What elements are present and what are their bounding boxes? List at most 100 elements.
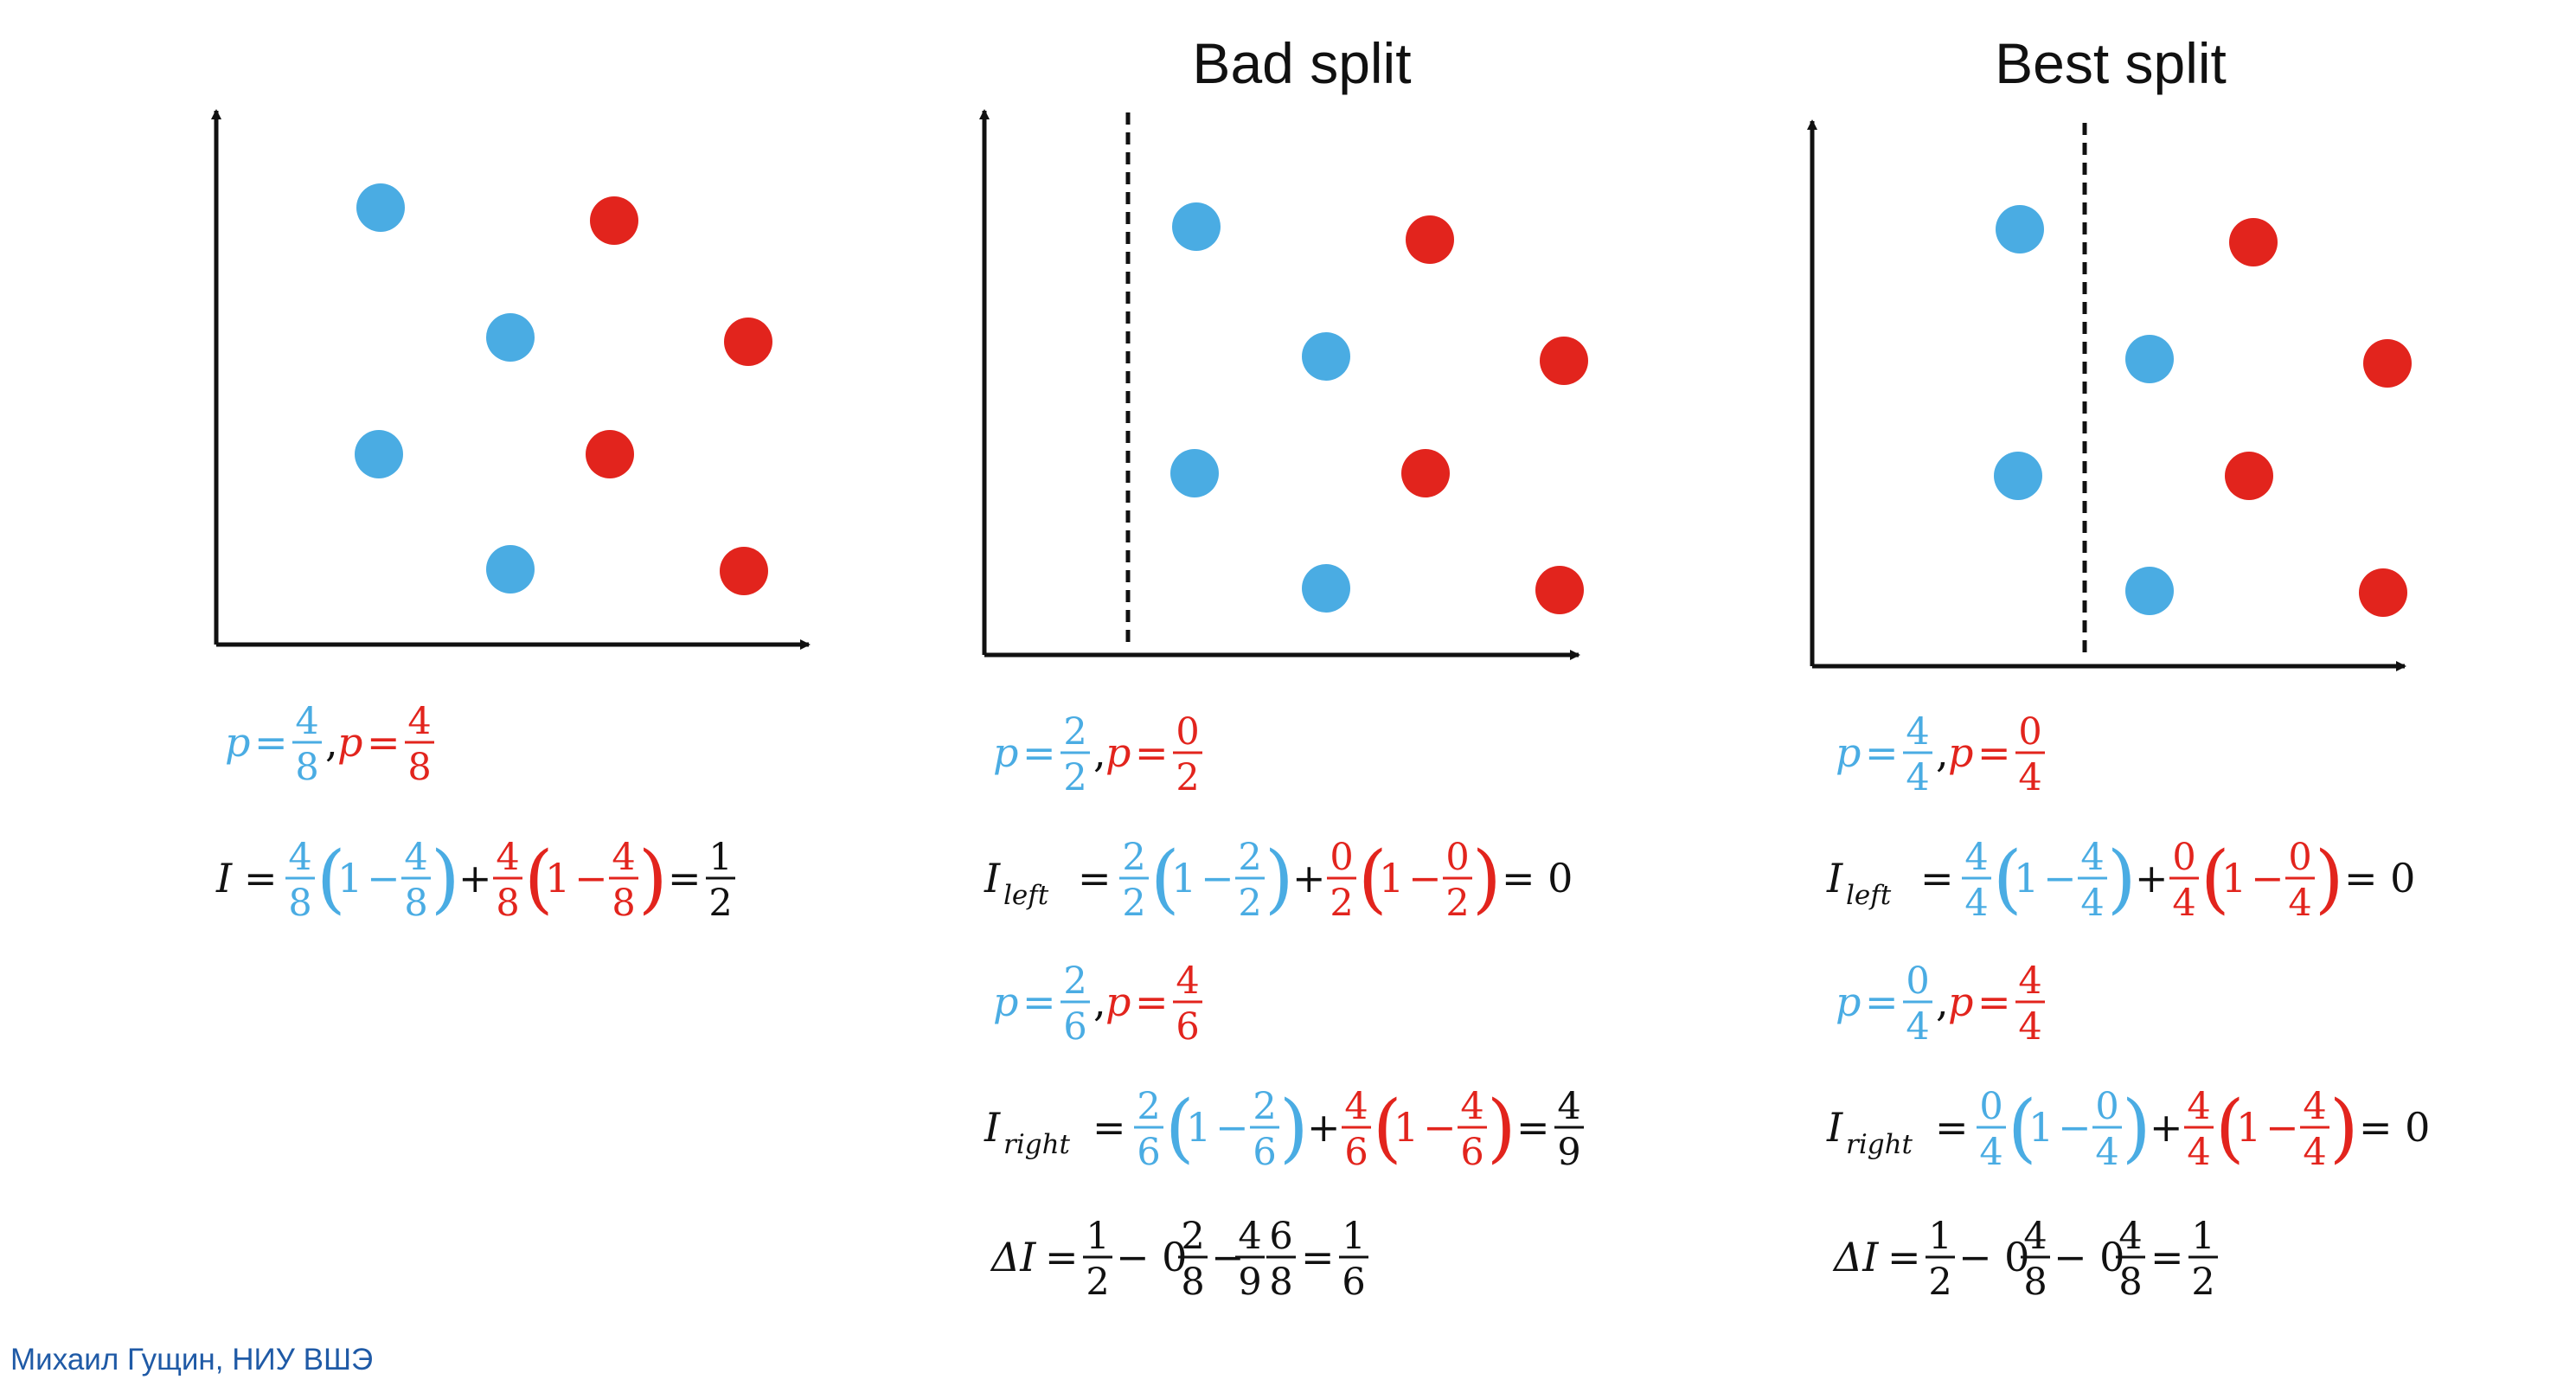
frac-red: 04	[2015, 710, 2045, 799]
frac-red-denominator: 4	[2172, 882, 2195, 925]
plus: +	[2150, 1104, 2183, 1151]
minus: −	[2043, 855, 2077, 902]
frac-red: 02	[1173, 710, 1202, 799]
plus: +	[1307, 1104, 1341, 1151]
impurity-subscript: right	[1003, 1129, 1071, 1160]
frac-red-numerator: 4	[1344, 1085, 1368, 1128]
frac-impurity-right-numerator: 4	[1238, 1215, 1261, 1258]
frac-blue-numerator: 4	[295, 700, 318, 743]
point-blue	[356, 183, 405, 232]
paren-open: (	[2215, 1085, 2245, 1171]
paren-close: )	[431, 836, 460, 922]
comma: ,	[1093, 729, 1106, 776]
paren-open: (	[1358, 836, 1387, 922]
equals: =	[1135, 729, 1169, 776]
frac-blue-denominator: 8	[295, 746, 318, 789]
paren-open: (	[1165, 1085, 1195, 1171]
frac-red-numerator: 4	[1176, 959, 1199, 1003]
paren-close: )	[638, 836, 668, 922]
frac-blue-numerator: 4	[1964, 836, 1988, 879]
frac-red-denominator: 6	[1460, 1131, 1483, 1174]
point-blue	[486, 313, 535, 362]
frac-delta-result: 16	[1339, 1215, 1368, 1304]
frac-red-denominator: 6	[1344, 1131, 1368, 1174]
frac-blue: 04	[1977, 1085, 2006, 1174]
frac-red-denominator: 2	[1445, 882, 1469, 925]
frac-result: 12	[706, 836, 735, 925]
frac-weight-left-denominator: 8	[2023, 1261, 2047, 1304]
footer-author: Михаил Гущин, НИУ ВШЭ	[10, 1343, 374, 1376]
frac-red-denominator: 2	[1330, 882, 1353, 925]
frac-red-numerator: 0	[1176, 710, 1199, 754]
frac-impurity-right-denominator: 8	[2118, 1261, 2142, 1304]
frac-delta-result-denominator: 6	[1342, 1261, 1365, 1304]
impurity-symbol: I	[984, 855, 1001, 902]
paren-close: )	[2122, 1085, 2151, 1171]
equals: =	[1093, 1104, 1126, 1151]
comma: ,	[1936, 979, 1949, 1025]
minus: −	[2251, 855, 2284, 902]
frac-parent: 12	[1926, 1215, 1955, 1304]
frac-blue: 48	[401, 836, 431, 925]
panel-1: p = 48, p = 48I = 48 (1−48)+ 48 (1−48) = 12	[211, 109, 811, 925]
equals: =	[1078, 855, 1112, 902]
frac-result: 49	[1554, 1085, 1584, 1174]
equals: =	[1865, 729, 1899, 776]
equals: =	[1301, 1234, 1335, 1280]
frac-blue: 48	[285, 836, 315, 925]
p-symbol-red: p	[337, 719, 362, 766]
frac-blue-numerator: 0	[2095, 1085, 2118, 1128]
minus: −	[1408, 855, 1442, 902]
paren-close: )	[1265, 836, 1294, 922]
frac-blue-numerator: 4	[288, 836, 311, 879]
frac-blue-denominator: 2	[1238, 882, 1261, 925]
frac-red: 44	[2015, 959, 2045, 1049]
point-blue	[1172, 202, 1221, 251]
frac-result-denominator: 9	[1557, 1131, 1580, 1174]
minus: −	[574, 855, 608, 902]
point-blue	[2125, 335, 2174, 383]
equals: =	[1045, 1234, 1079, 1280]
proportion-line-p_right: p = 26, p = 46	[993, 959, 1202, 1049]
frac-blue: 26	[1250, 1085, 1279, 1174]
point-blue	[1994, 452, 2042, 500]
point-red	[1540, 337, 1588, 385]
frac-blue-denominator: 2	[1122, 882, 1145, 925]
frac-blue-denominator: 6	[1137, 1131, 1160, 1174]
one: 1	[545, 855, 570, 902]
frac-result-numerator: 4	[1557, 1085, 1580, 1128]
frac-result-denominator: 2	[708, 882, 732, 925]
frac-red: 04	[2169, 836, 2199, 925]
frac-blue-numerator: 2	[1253, 1085, 1276, 1128]
point-blue	[1302, 332, 1350, 381]
frac-blue-numerator: 2	[1238, 836, 1261, 879]
frac-blue: 26	[1134, 1085, 1163, 1174]
minus-term: − 0	[1116, 1234, 1187, 1280]
equals: =	[1865, 979, 1899, 1025]
comma: ,	[325, 719, 338, 766]
frac-blue-numerator: 2	[1137, 1085, 1160, 1128]
equals: =	[1920, 855, 1954, 902]
point-red	[2225, 452, 2273, 500]
frac-blue: 04	[2092, 1085, 2122, 1174]
impurity-symbol: I	[215, 855, 233, 902]
paren-close: )	[1487, 1085, 1516, 1171]
one: 1	[1379, 855, 1404, 902]
paren-open: (	[317, 836, 346, 922]
frac-impurity-right-denominator: 9	[1238, 1261, 1261, 1304]
minus: −	[1215, 1104, 1249, 1151]
frac-blue-denominator: 4	[1979, 1131, 2002, 1174]
equals: =	[254, 719, 288, 766]
frac-red-numerator: 4	[2018, 959, 2041, 1003]
p-symbol-blue: p	[993, 729, 1018, 776]
frac-blue-numerator: 0	[1979, 1085, 2002, 1128]
equals: =	[1977, 979, 2011, 1025]
point-red	[724, 318, 772, 366]
proportion-line-p_left: p = 44, p = 04	[1836, 710, 2045, 799]
equals: =	[244, 855, 278, 902]
frac-red-denominator: 4	[2303, 1131, 2326, 1174]
frac-red: 46	[1173, 959, 1202, 1049]
p-symbol-blue: p	[1836, 729, 1861, 776]
